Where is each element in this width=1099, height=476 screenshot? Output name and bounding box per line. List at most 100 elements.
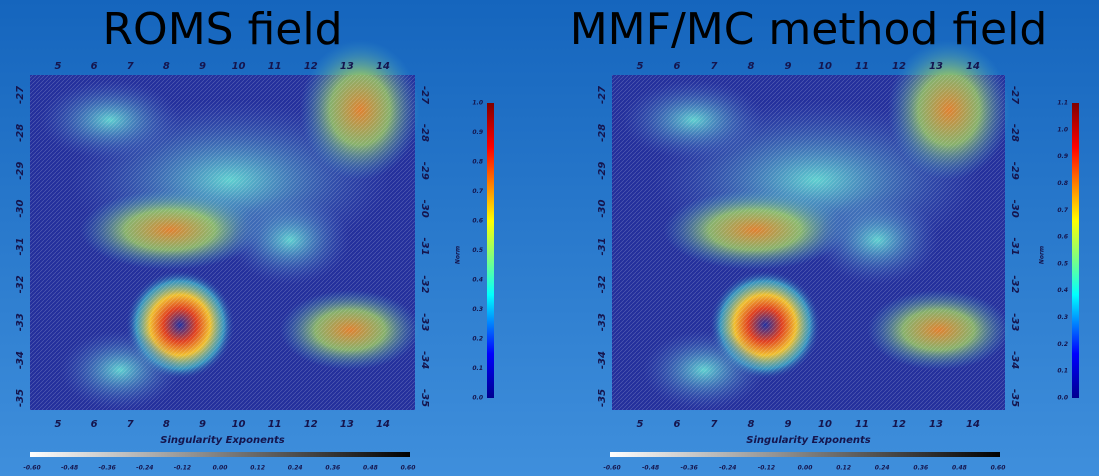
- colorbar-tick: 0.3: [1057, 314, 1068, 321]
- y-tick-right: -28: [419, 124, 430, 142]
- colorbar-tick: 0.1: [1057, 368, 1068, 375]
- y-tick-left: -31: [597, 237, 608, 255]
- x-tick-bottom: 6: [91, 419, 98, 430]
- y-tick-left: -29: [15, 162, 26, 180]
- y-tick-left: -30: [597, 200, 608, 218]
- exponent-tick: -0.36: [99, 465, 116, 472]
- y-tick-right: -33: [1009, 313, 1020, 331]
- colorbar-tick: 0.0: [1057, 395, 1068, 402]
- y-tick-right: -34: [419, 351, 430, 369]
- colorbar-tick: 0.5: [472, 247, 483, 254]
- y-tick-right: -31: [1009, 237, 1020, 255]
- colorbar-tick: 0.1: [472, 365, 483, 372]
- y-tick-right: -29: [419, 162, 430, 180]
- y-tick-left: -33: [15, 313, 26, 331]
- y-tick-left: -32: [597, 275, 608, 293]
- y-tick-right: -32: [419, 275, 430, 293]
- x-tick-top: 9: [199, 61, 206, 72]
- x-tick-top: 9: [785, 61, 792, 72]
- x-tick-top: 7: [711, 61, 718, 72]
- x-tick-bottom: 13: [929, 419, 943, 430]
- map-vectors: [30, 75, 415, 410]
- y-tick-right: -30: [1009, 200, 1020, 218]
- y-tick-left: -35: [15, 389, 26, 407]
- y-tick-right: -35: [419, 389, 430, 407]
- exponent-tick: 0.24: [288, 465, 303, 472]
- x-tick-top: 11: [268, 61, 282, 72]
- colorbar-tick: 0.8: [472, 159, 483, 166]
- colorbar-tick: 0.9: [472, 129, 483, 136]
- y-tick-right: -33: [419, 313, 430, 331]
- colorbar-tick: 0.9: [1057, 153, 1068, 160]
- y-tick-right: -29: [1009, 162, 1020, 180]
- x-tick-top: 10: [232, 61, 246, 72]
- exponent-tick: 0.60: [401, 465, 416, 472]
- colorbar-tick: 0.6: [1057, 234, 1068, 241]
- exponent-tick: 0.00: [798, 465, 813, 472]
- x-tick-top: 8: [163, 61, 170, 72]
- colorbar: [487, 103, 494, 398]
- colorbar-tick: 0.6: [472, 218, 483, 225]
- exponent-tick: -0.48: [61, 465, 78, 472]
- exponent-bar: [610, 452, 1000, 457]
- colorbar-tick: 0.2: [472, 336, 483, 343]
- x-label: Singularity Exponents: [746, 435, 870, 446]
- x-tick-top: 13: [340, 61, 354, 72]
- colorbar-tick: 0.7: [1057, 207, 1068, 214]
- colorbar-tick: 0.2: [1057, 341, 1068, 348]
- exponent-tick: -0.12: [174, 465, 191, 472]
- y-tick-left: -29: [597, 162, 608, 180]
- y-tick-right: -35: [1009, 389, 1020, 407]
- y-tick-left: -28: [15, 124, 26, 142]
- x-tick-bottom: 6: [674, 419, 681, 430]
- y-tick-right: -28: [1009, 124, 1020, 142]
- x-tick-top: 12: [304, 61, 318, 72]
- colorbar-label: Norm: [455, 246, 462, 264]
- colorbar-tick: 0.4: [1057, 287, 1068, 294]
- exponent-tick: -0.24: [719, 465, 736, 472]
- y-tick-left: -33: [597, 313, 608, 331]
- exponent-tick: -0.60: [603, 465, 620, 472]
- x-tick-bottom: 7: [127, 419, 134, 430]
- colorbar-tick: 0.3: [472, 306, 483, 313]
- y-tick-left: -27: [15, 86, 26, 104]
- x-tick-bottom: 7: [711, 419, 718, 430]
- x-tick-top: 7: [127, 61, 134, 72]
- exponent-tick: 0.12: [250, 465, 265, 472]
- exponent-tick: -0.12: [758, 465, 775, 472]
- y-tick-right: -27: [1009, 86, 1020, 104]
- x-tick-top: 12: [892, 61, 906, 72]
- exponent-tick: 0.36: [325, 465, 340, 472]
- x-tick-top: 13: [929, 61, 943, 72]
- map-vectors: [612, 75, 1005, 410]
- exponent-tick: 0.36: [913, 465, 928, 472]
- x-tick-top: 11: [855, 61, 869, 72]
- colorbar-tick: 1.0: [1057, 126, 1068, 133]
- y-tick-right: -34: [1009, 351, 1020, 369]
- y-tick-left: -34: [15, 351, 26, 369]
- y-tick-left: -27: [597, 86, 608, 104]
- colorbar-tick: 1.1: [1057, 100, 1068, 107]
- colorbar-tick: 0.4: [472, 277, 483, 284]
- y-tick-left: -34: [597, 351, 608, 369]
- exponent-tick: 0.00: [213, 465, 228, 472]
- exponent-tick: 0.60: [991, 465, 1006, 472]
- x-tick-bottom: 5: [55, 419, 62, 430]
- y-tick-left: -31: [15, 237, 26, 255]
- colorbar-tick: 1.0: [472, 100, 483, 107]
- x-tick-top: 10: [818, 61, 832, 72]
- exponent-tick: -0.60: [23, 465, 40, 472]
- x-tick-bottom: 14: [966, 419, 980, 430]
- exponent-bar: [30, 452, 410, 457]
- exponent-tick: -0.24: [136, 465, 153, 472]
- x-label: Singularity Exponents: [160, 435, 284, 446]
- x-tick-top: 8: [748, 61, 755, 72]
- x-tick-bottom: 13: [340, 419, 354, 430]
- x-tick-bottom: 12: [304, 419, 318, 430]
- y-tick-right: -27: [419, 86, 430, 104]
- exponent-tick: 0.48: [952, 465, 967, 472]
- x-tick-top: 5: [55, 61, 62, 72]
- colorbar: [1072, 103, 1079, 398]
- exponent-tick: -0.48: [642, 465, 659, 472]
- x-tick-bottom: 11: [268, 419, 282, 430]
